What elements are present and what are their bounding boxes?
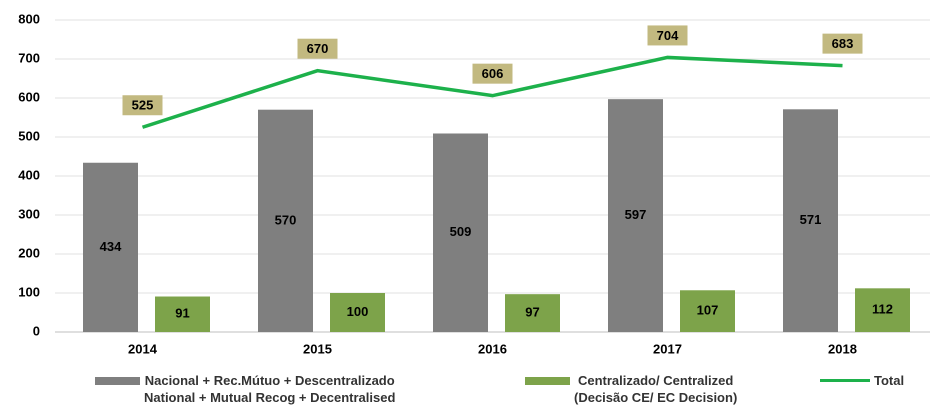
y-tick-label: 400 (18, 167, 40, 182)
plot: 0 100 200 300 400 500 600 700 800 2014 2015 2016 201… (18, 11, 930, 356)
bar-label: 570 (275, 212, 297, 227)
y-tick-label: 100 (18, 284, 40, 299)
y-tick-label: 500 (18, 128, 40, 143)
line-label: 704 (657, 28, 679, 43)
bar (855, 288, 910, 332)
bar-label: 100 (347, 304, 369, 319)
bar (433, 133, 488, 332)
legend-item: Total (820, 372, 904, 389)
bar (783, 109, 838, 332)
legend-label: Centralizado/ Centralized (Decisão CE/ E… (574, 373, 738, 405)
x-tick-label: 2018 (828, 341, 857, 356)
y-tick-label: 800 (18, 11, 40, 26)
x-tick-label: 2015 (303, 341, 332, 356)
bar-label: 434 (100, 239, 122, 254)
bar-label: 509 (450, 224, 472, 239)
line-label: 525 (132, 98, 154, 113)
bar (83, 162, 138, 332)
legend-swatch (820, 379, 870, 382)
label-box (297, 38, 338, 59)
y-tick-label: 0 (33, 323, 40, 338)
bar-label: 97 (525, 305, 539, 320)
legend-swatch (95, 377, 140, 385)
line-label: 670 (307, 41, 329, 56)
bar (505, 294, 560, 332)
y-tick-label: 200 (18, 245, 40, 260)
bar (330, 293, 385, 332)
bar (608, 99, 663, 332)
label-box (122, 95, 163, 116)
label-box (822, 33, 863, 54)
bar-label: 597 (625, 207, 647, 222)
bar-label: 112 (872, 302, 893, 317)
bar-label: 91 (175, 306, 189, 321)
bar (258, 109, 313, 332)
label-box (647, 25, 688, 46)
y-tick-label: 300 (18, 206, 40, 221)
legend-item: Nacional + Rec.Mútuo + Descentralizado N… (95, 372, 395, 406)
legend-label: Total (874, 373, 905, 388)
line-label: 683 (832, 36, 854, 51)
bar-label: 107 (697, 303, 719, 318)
line-label: 606 (482, 66, 504, 81)
x-tick-label: 2017 (653, 341, 682, 356)
bar (680, 290, 735, 332)
line (141, 55, 843, 129)
bar-label: 571 (800, 212, 822, 227)
legend-swatch (525, 377, 570, 385)
legend-item: Centralizado/ Centralized (Decisão CE/ E… (525, 372, 737, 406)
label-box (472, 63, 513, 84)
bar (155, 296, 210, 332)
y-tick-label: 600 (18, 89, 40, 104)
y-tick-label: 700 (18, 50, 40, 65)
x-tick-label: 2014 (128, 341, 158, 356)
x-tick-label: 2016 (478, 341, 507, 356)
legend-label: Nacional + Rec.Mútuo + Descentralizado N… (144, 373, 396, 405)
